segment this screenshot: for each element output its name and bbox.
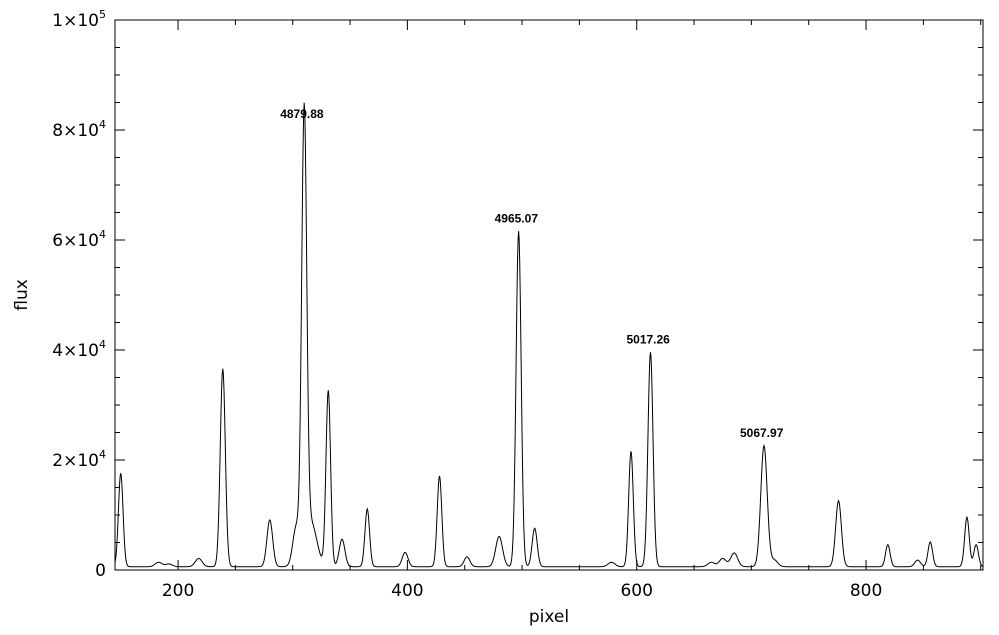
y-tick-label: 6×104 [52,228,106,251]
peak-wavelength-label: 5067.97 [740,426,784,440]
x-tick-label: 800 [850,581,882,601]
spectrum-line [114,102,984,568]
x-axis-title: pixel [529,607,569,627]
x-tick-label: 400 [391,581,423,601]
x-tick-label: 600 [620,581,652,601]
peak-wavelength-label: 4965.07 [495,212,539,226]
x-tick-labels: 200 400 600 800 [162,581,882,601]
axis-ticks [115,19,983,571]
y-tick-label: 1×105 [52,8,106,31]
plot-frame [114,19,984,571]
y-tick-labels: 0 2×104 4×104 6×104 8×104 1×105 [52,8,106,581]
peak-wavelength-label: 5017.26 [626,333,670,347]
y-tick-label: 4×104 [52,338,106,361]
y-axis-title: flux [12,279,32,311]
x-tick-label: 200 [162,581,194,601]
y-tick-label: 8×104 [52,118,106,141]
y-tick-label: 2×104 [52,448,106,471]
peak-annotations: 4879.88 4965.07 5017.26 5067.97 [280,107,784,440]
peak-wavelength-label: 4879.88 [280,107,324,121]
y-tick-label: 0 [95,561,106,581]
